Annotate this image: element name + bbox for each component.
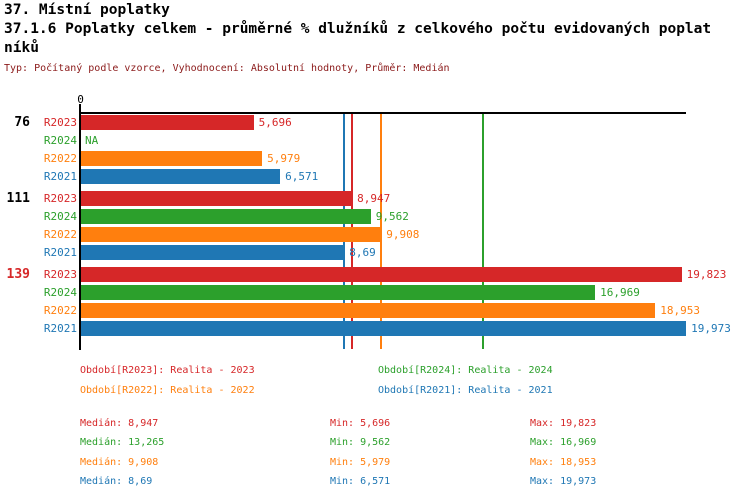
na-value-label: NA [85,134,99,147]
bar-value-label: 5,696 [258,116,292,129]
bar-R2022 [81,303,656,318]
stat-median-R2022: Medián: 9,908 [80,457,159,468]
page-meta: Typ: Počítaný podle vzorce, Vyhodnocení:… [4,63,450,74]
stat-min-R2022: Min: 5,979 [330,457,391,468]
stat-median-R2023: Medián: 8,947 [80,418,159,429]
series-row-label: R2022 [43,228,77,241]
series-row-label: R2023 [43,268,77,281]
bar-value-label: 9,908 [386,228,420,241]
stat-max-R2021: Max: 19,973 [530,476,597,487]
bar-value-label: 9,562 [375,210,409,223]
bar-value-label: 5,979 [267,152,301,165]
group-label: 139 [6,267,30,282]
bar-value-label: 8,69 [349,246,376,259]
bar-R2021 [81,169,281,184]
bar-value-label: 18,953 [660,304,701,317]
stat-max-R2024: Max: 16,969 [530,437,597,448]
group-label: 111 [6,191,30,206]
median-line-R2022 [380,114,383,349]
series-row-label: R2023 [43,116,77,129]
bar-R2021 [81,321,687,336]
bar-R2024 [81,209,371,224]
stat-max-R2022: Max: 18,953 [530,457,597,468]
page-title: 37. Místní poplatky [4,2,170,18]
stat-median-R2021: Medián: 8,69 [80,476,153,487]
bar-R2022 [81,151,263,166]
legend-item-R2022: Období[R2022]: Realita - 2022 [80,385,255,396]
y-axis-line [79,104,81,350]
stat-min-R2024: Min: 9,562 [330,437,391,448]
series-row-label: R2021 [43,322,77,335]
bar-value-label: 8,947 [357,192,391,205]
series-row-label: R2024 [43,134,77,147]
series-row-label: R2022 [43,304,77,317]
legend-item-R2023: Období[R2023]: Realita - 2023 [80,365,255,376]
bar-value-label: 6,571 [285,170,319,183]
bar-R2023 [81,191,353,206]
bar-value-label: 19,973 [691,322,731,335]
stat-max-R2023: Max: 19,823 [530,418,597,429]
series-row-label: R2024 [43,210,77,223]
bar-R2024 [81,285,596,300]
bar-value-label: 19,823 [686,268,727,281]
stat-min-R2021: Min: 6,571 [330,476,391,487]
bar-R2021 [81,245,345,260]
chart-area: 0 76 R2023 5,696 R2024 NA R2022 5,979 R2021 6,57… [6,93,731,350]
bar-value-label: 16,969 [600,286,640,299]
legend-item-R2021: Období[R2021]: Realita - 2021 [378,385,553,396]
series-row-label: R2024 [43,286,77,299]
group-label: 76 [14,115,30,130]
legend-item-R2024: Období[R2024]: Realita - 2024 [378,365,553,376]
page-subtitle: 37.1.6 Poplatky celkem - průměrné % dluž… [4,21,712,56]
bar-R2022 [81,227,382,242]
x-axis-line [80,112,686,114]
bar-R2023 [81,115,254,130]
series-row-label: R2021 [43,246,77,259]
stat-median-R2024: Medián: 13,265 [80,437,165,448]
median-line-R2024 [481,114,484,349]
series-row-label: R2022 [43,152,77,165]
axis-zero-tick-label: 0 [77,93,84,106]
bar-R2023 [81,267,682,282]
series-row-label: R2023 [43,192,77,205]
stat-min-R2023: Min: 5,696 [330,418,391,429]
series-row-label: R2021 [43,170,77,183]
